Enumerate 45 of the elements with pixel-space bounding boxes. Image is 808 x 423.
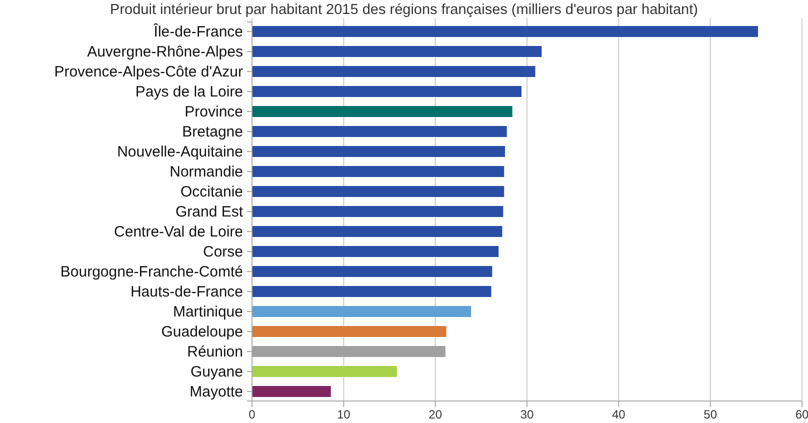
bar (252, 66, 536, 77)
bar (252, 26, 758, 37)
chart-title: Produit intérieur brut par habitant 2015 des régions françaises (milliers d'euros par habitant) (110, 2, 698, 18)
bar (252, 146, 505, 157)
y-tick-label: Guadeloupe (161, 323, 243, 340)
bar (252, 186, 504, 197)
y-tick-label: Grand Est (175, 203, 244, 220)
y-tick-label: Normandie (170, 163, 243, 180)
x-tick-label: 30 (520, 408, 534, 422)
y-tick-label: Martinique (172, 303, 243, 320)
y-tick-label: Bourgogne-Franche-Comté (60, 263, 243, 280)
bar (252, 46, 542, 57)
y-tick-label: Provence-Alpes-Côte d'Azur (54, 63, 243, 80)
bar (252, 246, 499, 257)
y-tick-label: Guyane (190, 363, 243, 380)
y-tick-label: Province (184, 103, 243, 120)
x-tick-label: 50 (704, 408, 718, 422)
y-tick-label: Pays de la Loire (135, 83, 243, 100)
y-tick-label: Occitanie (180, 183, 243, 200)
y-tick-label: Centre-Val de Loire (114, 223, 243, 240)
bar (252, 326, 446, 337)
x-tick-label: 20 (428, 408, 442, 422)
bar (252, 226, 502, 237)
y-tick-label: Auvergne-Rhône-Alpes (87, 43, 243, 60)
y-tick-label: Hauts-de-France (130, 283, 243, 300)
x-tick-label: 40 (612, 408, 626, 422)
bar (252, 386, 331, 397)
x-tick-label: 10 (336, 408, 351, 422)
bar (252, 126, 507, 137)
bar (252, 86, 522, 97)
y-tick-label: Nouvelle-Aquitaine (117, 143, 243, 160)
y-tick-label: Bretagne (182, 123, 243, 140)
bar (252, 366, 397, 377)
y-tick-label: Île-de-France (152, 22, 243, 40)
y-tick-label: Mayotte (190, 383, 243, 400)
bar (252, 166, 504, 177)
x-tick-label: 0 (248, 408, 256, 422)
bar (252, 106, 512, 117)
y-tick-label: Corse (202, 243, 243, 260)
bar (252, 306, 472, 317)
bar (252, 266, 492, 277)
y-tick-label: Réunion (187, 343, 243, 360)
bar (252, 286, 492, 297)
x-tick-label: 60 (795, 408, 808, 422)
bar (252, 206, 504, 217)
